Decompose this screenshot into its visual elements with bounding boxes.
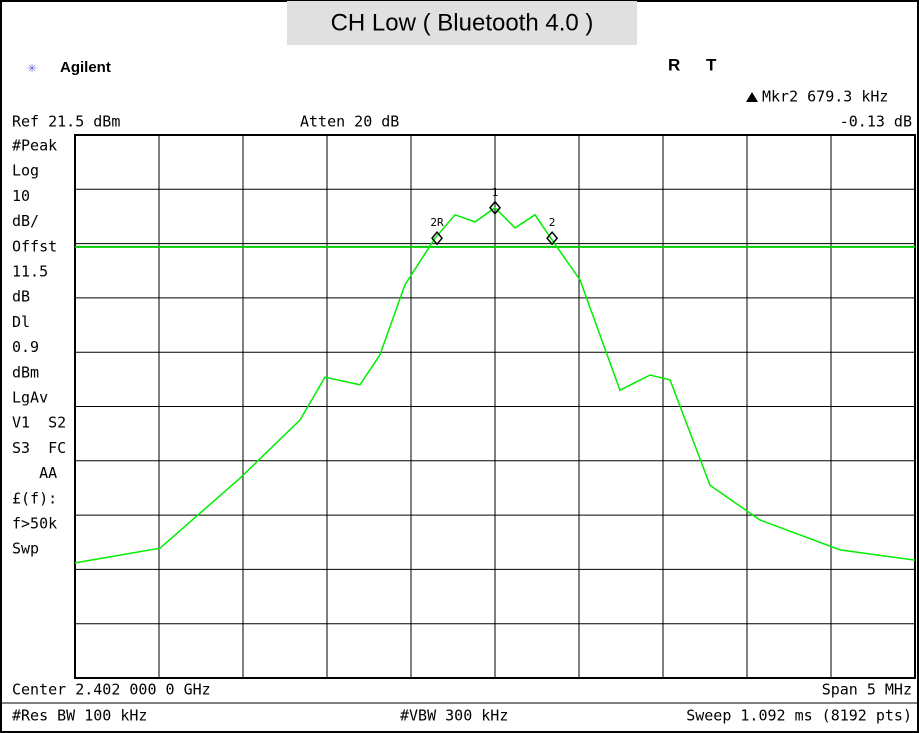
panel-text: £(f): <box>12 489 57 507</box>
panel-text: 0.9 <box>12 338 39 356</box>
marker-label: 2R <box>430 216 444 229</box>
attenuation: Atten 20 dB <box>300 113 399 131</box>
marker <box>546 230 559 246</box>
span: Span 5 MHz <box>822 681 912 699</box>
panel-text: LgAv <box>12 389 48 407</box>
trace <box>74 206 916 564</box>
panel-text: dBm <box>12 363 39 381</box>
panel-text: dB/ <box>12 212 39 230</box>
panel-text: #Peak <box>12 137 57 155</box>
panel-text: f>50k <box>12 515 57 533</box>
marker <box>489 200 501 215</box>
panel-text: Log <box>12 162 39 180</box>
vbw: #VBW 300 kHz <box>400 707 508 725</box>
center-freq: Center 2.402 000 0 GHz <box>12 681 211 699</box>
marker-delta: -0.13 dB <box>840 113 912 131</box>
res-bw: #Res BW 100 kHz <box>12 707 147 725</box>
panel-text: Dl <box>12 313 30 331</box>
brand: Agilent <box>60 59 111 76</box>
plot-border <box>74 134 916 679</box>
panel-text: 10 <box>12 187 30 205</box>
panel-text: V1 S2 <box>12 414 66 432</box>
title-box <box>287 1 637 45</box>
title: CH Low ( Bluetooth 4.0 ) <box>331 9 594 36</box>
marker-label: 1 <box>492 186 499 199</box>
marker-readout: Mkr2 679.3 kHz <box>762 88 888 106</box>
delta-symbol <box>746 92 758 102</box>
panel-text: S3 FC <box>12 439 66 457</box>
sweep: Sweep 1.092 ms (8192 pts) <box>686 707 912 725</box>
status-r: R <box>668 55 680 74</box>
panel-text: dB <box>12 288 30 306</box>
status-t: T <box>706 55 717 74</box>
panel-text: 11.5 <box>12 263 48 281</box>
panel-text: AA <box>12 464 57 482</box>
logo: ✳ <box>27 58 37 77</box>
panel-text: Offst <box>12 237 57 255</box>
ref-level: Ref 21.5 dBm <box>12 113 120 131</box>
panel-text: Swp <box>12 540 39 558</box>
marker-label: 2 <box>549 216 556 229</box>
marker <box>431 230 444 246</box>
